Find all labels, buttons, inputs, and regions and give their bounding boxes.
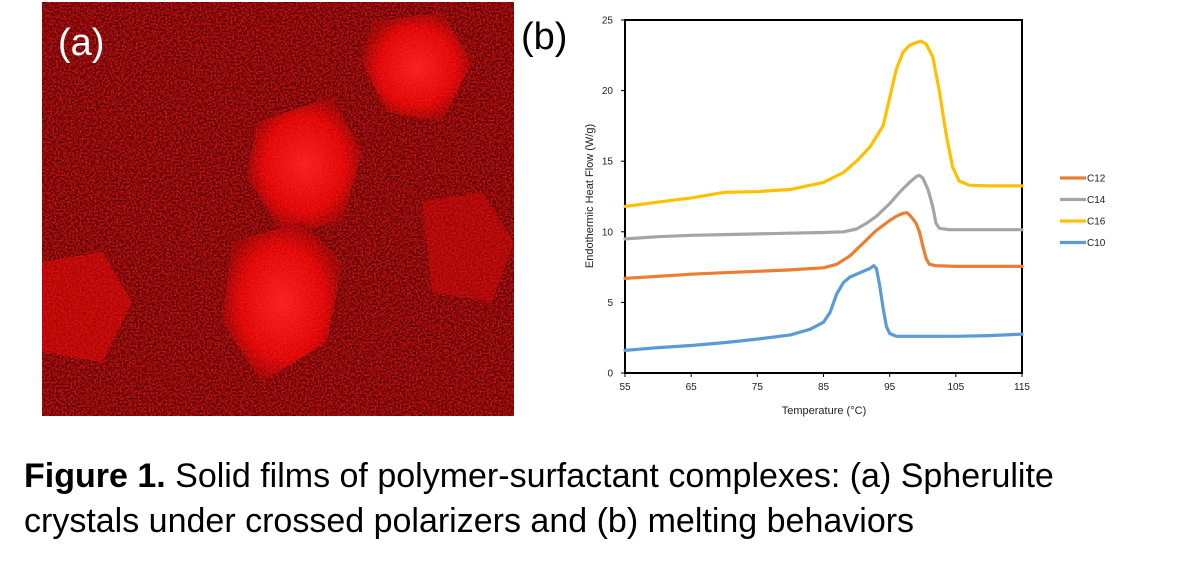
y-tick-label: 20 [602,86,614,97]
x-tick-label: 105 [947,382,964,393]
y-axis-label: Endothermic Heat Flow (W/g) [584,124,596,268]
caption-figure-number: Figure 1. [24,457,166,495]
legend-label-c14: C14 [1087,195,1106,206]
y-tick-label: 25 [602,16,614,27]
panel-b-label: (b) [521,16,568,58]
spherulite-micrograph [42,2,514,416]
series-line-c14 [623,173,1024,241]
x-tick-label: 75 [752,382,764,393]
y-tick-label: 10 [602,227,614,238]
x-tick-label: 95 [884,382,896,393]
x-axis-label: Temperature (°C) [782,405,866,417]
dsc-chart: 55 65 75 85 95 105 115 0 5 10 15 20 25 Temperature … [584,16,1106,418]
y-tick-label: 0 [607,369,613,380]
series-line-c10 [623,264,1024,352]
legend-label-c12: C12 [1087,174,1106,185]
caption-text: Solid films of polymer-surfactant comple… [24,457,1054,540]
x-tick-label: 55 [619,382,631,393]
x-tick-label: 115 [1014,382,1030,393]
series-line-c12 [623,211,1024,280]
legend-label-c16: C16 [1087,217,1106,228]
series-line-c16 [623,39,1024,208]
legend-label-c10: C10 [1087,238,1106,249]
figure-caption: Figure 1. Solid films of polymer-surfact… [24,454,1174,544]
panel-a-label: (a) [58,22,105,64]
y-tick-label: 15 [602,157,614,168]
y-tick-label: 5 [607,298,613,309]
x-tick-label: 65 [686,382,698,393]
x-tick-label: 85 [818,382,830,393]
